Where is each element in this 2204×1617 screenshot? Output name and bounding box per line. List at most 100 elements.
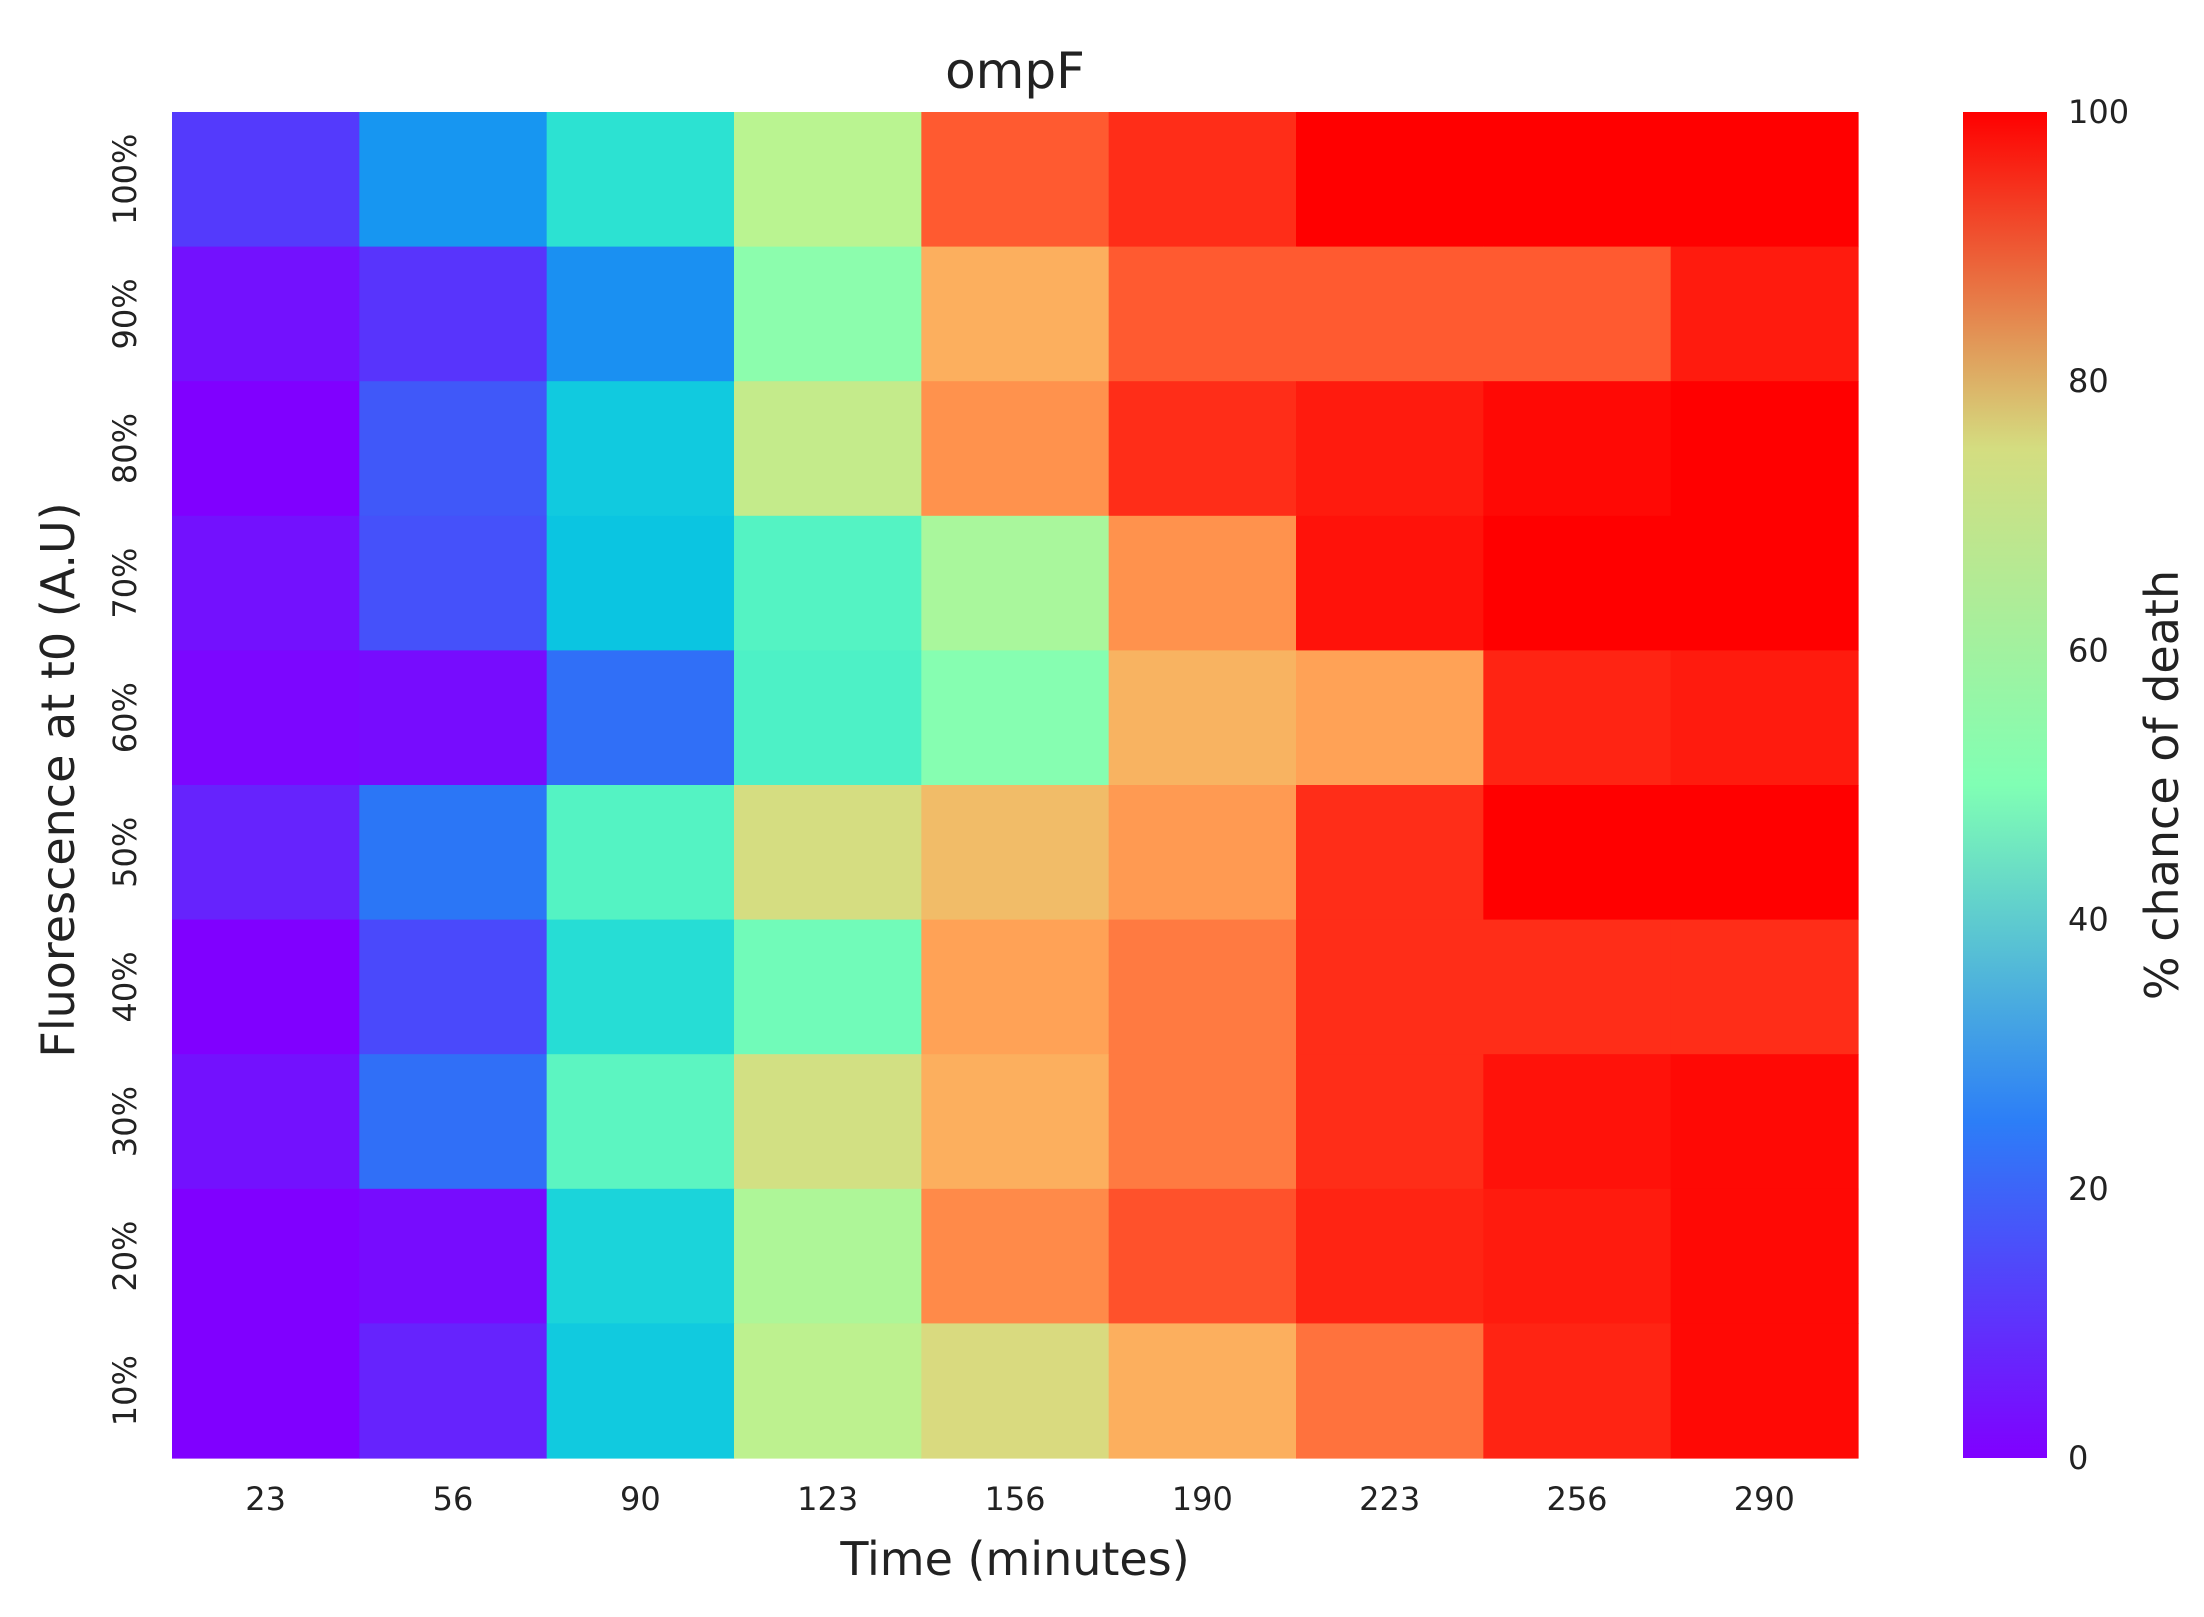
heatmap-cell — [546, 246, 735, 382]
heatmap-cell — [1483, 1188, 1672, 1324]
heatmap-cell — [1108, 246, 1297, 382]
y-tick-labels: 100% 90% 80% 70% 60% 50% 40% 30% 20% 10% — [106, 134, 144, 1427]
colorbar-tick-label: 0 — [2068, 1439, 2088, 1477]
heatmap-cell — [1296, 1188, 1484, 1324]
y-tick-label: 30% — [106, 1086, 144, 1157]
heatmap-cell — [359, 919, 548, 1055]
heatmap-cell — [1108, 1054, 1297, 1190]
heatmap-cell — [734, 1188, 922, 1324]
heatmap-cell — [359, 1188, 548, 1324]
heatmap-cell — [546, 919, 735, 1055]
y-tick-label: 10% — [106, 1355, 144, 1426]
y-tick-label: 80% — [106, 413, 144, 484]
heatmap-cell — [1296, 1054, 1484, 1190]
x-tick-label: 123 — [797, 1480, 858, 1518]
heatmap-cell — [172, 1188, 360, 1324]
heatmap-cell — [921, 381, 1110, 517]
heatmap-cell — [1483, 515, 1672, 651]
heatmap-cell — [359, 1054, 548, 1190]
y-tick-label: 20% — [106, 1221, 144, 1292]
y-axis-label: Fluorescence at t0 (A.U) — [31, 502, 85, 1057]
heatmap-cell — [172, 246, 360, 382]
heatmap-cell — [1483, 381, 1672, 517]
heatmap-cell — [734, 246, 922, 382]
heatmap-cell — [921, 785, 1110, 921]
heatmap-cell — [359, 650, 548, 786]
heatmap-cell — [172, 112, 360, 248]
y-tick-label: 100% — [106, 134, 144, 225]
heatmap-cell — [546, 650, 735, 786]
heatmap-cell — [921, 1188, 1110, 1324]
heatmap-cell — [359, 785, 548, 921]
heatmap-cell — [921, 1054, 1110, 1190]
heatmap-cell — [1670, 785, 1859, 921]
heatmap-cell — [734, 919, 922, 1055]
colorbar-tick-label: 20 — [2068, 1170, 2109, 1208]
y-tick-label: 70% — [106, 548, 144, 619]
heatmap-cell — [1108, 650, 1297, 786]
y-tick-label: 50% — [106, 817, 144, 888]
x-tick-label: 56 — [433, 1480, 474, 1518]
heatmap-cell — [921, 1323, 1110, 1459]
x-tick-label: 256 — [1546, 1480, 1607, 1518]
heatmap-cell — [1483, 919, 1672, 1055]
x-tick-label: 190 — [1172, 1480, 1233, 1518]
heatmap-cell — [734, 515, 922, 651]
heatmap-cell — [1296, 650, 1484, 786]
x-tick-label: 23 — [245, 1480, 286, 1518]
heatmap-cell — [1108, 919, 1297, 1055]
heatmap-cell — [921, 515, 1110, 651]
heatmap-cell — [172, 515, 360, 651]
heatmap-cell — [546, 1188, 735, 1324]
heatmap-cell — [359, 381, 548, 517]
heatmap-cell — [1483, 1323, 1672, 1459]
heatmap-cell — [1296, 1323, 1484, 1459]
heatmap-cell — [921, 112, 1110, 248]
heatmap-cell — [359, 112, 548, 248]
heatmap-cell — [1670, 650, 1859, 786]
chart-title: ompF — [945, 42, 1085, 100]
heatmap-cell — [734, 650, 922, 786]
heatmap-cell — [172, 1054, 360, 1190]
heatmap-cell — [1670, 1054, 1859, 1190]
y-tick-label: 60% — [106, 682, 144, 753]
heatmap-cell — [546, 381, 735, 517]
heatmap-cell — [1483, 246, 1672, 382]
x-tick-label: 223 — [1359, 1480, 1420, 1518]
heatmap-cells — [172, 112, 1859, 1459]
heatmap-cell — [172, 919, 360, 1055]
heatmap-cell — [1296, 919, 1484, 1055]
heatmap-cell — [1108, 515, 1297, 651]
colorbar-tick-label: 60 — [2068, 631, 2109, 669]
colorbar-label: % chance of death — [2135, 570, 2189, 1000]
heatmap-cell — [1108, 785, 1297, 921]
x-tick-label: 156 — [984, 1480, 1045, 1518]
heatmap-cell — [1108, 112, 1297, 248]
heatmap-cell — [734, 1054, 922, 1190]
heatmap-cell — [1296, 381, 1484, 517]
heatmap-cell — [921, 650, 1110, 786]
x-axis-label: Time (minutes) — [839, 1532, 1189, 1586]
heatmap-cell — [546, 112, 735, 248]
heatmap-cell — [546, 1323, 735, 1459]
x-tick-label: 90 — [620, 1480, 661, 1518]
heatmap-cell — [546, 515, 735, 651]
heatmap-cell — [734, 785, 922, 921]
colorbar-tick-label: 100 — [2068, 93, 2129, 131]
heatmap-cell — [1108, 381, 1297, 517]
heatmap-cell — [1108, 1323, 1297, 1459]
colorbar — [1963, 112, 2047, 1458]
heatmap-cell — [1670, 1188, 1859, 1324]
heatmap-cell — [1670, 919, 1859, 1055]
colorbar-tick-label: 80 — [2068, 362, 2109, 400]
heatmap-cell — [546, 785, 735, 921]
heatmap-cell — [1670, 1323, 1859, 1459]
heatmap-cell — [1296, 246, 1484, 382]
heatmap-cell — [359, 246, 548, 382]
heatmap-cell — [172, 381, 360, 517]
heatmap-cell — [734, 381, 922, 517]
heatmap-cell — [359, 1323, 548, 1459]
x-tick-label: 290 — [1734, 1480, 1795, 1518]
heatmap-cell — [1670, 515, 1859, 651]
